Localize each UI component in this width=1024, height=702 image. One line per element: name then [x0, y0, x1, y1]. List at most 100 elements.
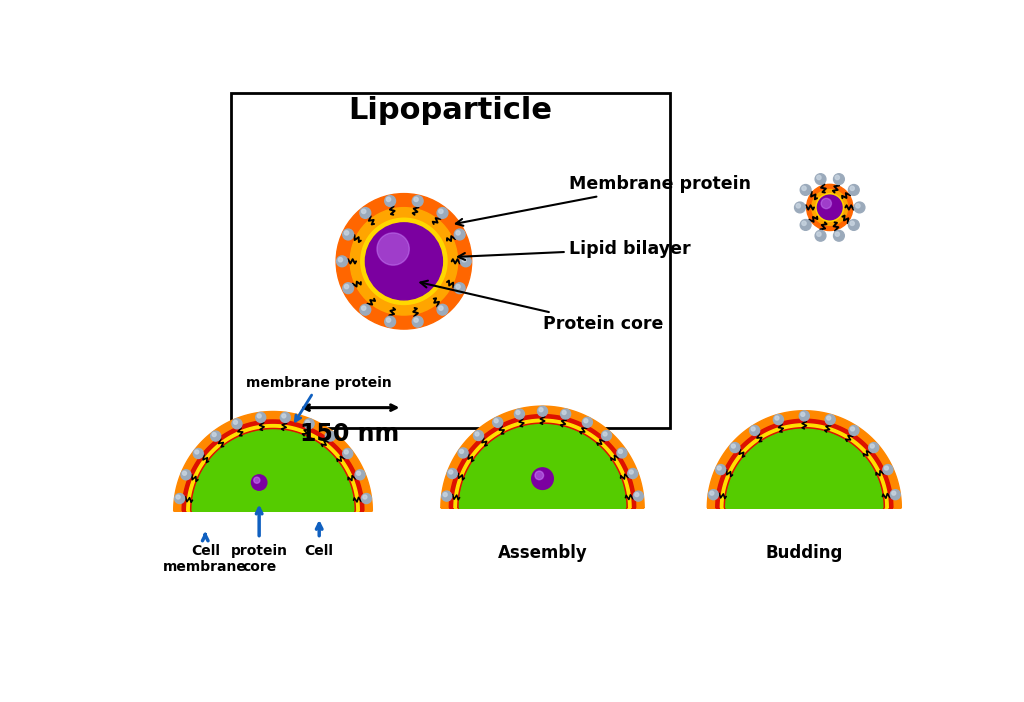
Circle shape [493, 417, 503, 428]
Circle shape [731, 444, 735, 448]
Circle shape [616, 448, 627, 458]
Circle shape [361, 306, 366, 310]
Polygon shape [726, 429, 883, 508]
Polygon shape [174, 411, 373, 511]
Circle shape [359, 305, 371, 315]
Circle shape [717, 466, 721, 470]
Circle shape [354, 212, 454, 310]
Circle shape [194, 449, 204, 458]
Circle shape [538, 406, 548, 416]
Circle shape [716, 465, 726, 475]
Polygon shape [708, 411, 901, 508]
Circle shape [539, 408, 543, 411]
Circle shape [854, 202, 865, 213]
Circle shape [773, 415, 783, 425]
Circle shape [361, 494, 372, 503]
Circle shape [195, 450, 199, 454]
Polygon shape [193, 430, 354, 511]
Polygon shape [716, 419, 893, 508]
Text: Cell
membrane: Cell membrane [163, 544, 247, 574]
Circle shape [603, 432, 607, 436]
Circle shape [458, 448, 468, 458]
Circle shape [802, 186, 806, 190]
Circle shape [816, 194, 844, 221]
Circle shape [825, 415, 836, 425]
Circle shape [883, 465, 893, 475]
Circle shape [797, 204, 801, 208]
Text: Membrane protein: Membrane protein [456, 176, 752, 226]
Text: Lipid bilayer: Lipid bilayer [458, 240, 691, 260]
Circle shape [870, 444, 874, 448]
Circle shape [795, 202, 805, 213]
Circle shape [359, 208, 371, 218]
Polygon shape [189, 427, 357, 511]
Circle shape [709, 490, 719, 500]
Circle shape [326, 431, 336, 441]
Circle shape [385, 317, 395, 327]
Circle shape [775, 416, 779, 420]
Circle shape [562, 411, 566, 414]
Circle shape [343, 283, 353, 293]
Circle shape [461, 256, 471, 267]
Circle shape [531, 468, 553, 489]
Circle shape [456, 231, 460, 235]
Polygon shape [727, 430, 882, 508]
Circle shape [386, 197, 391, 201]
Polygon shape [724, 428, 885, 508]
Circle shape [892, 491, 896, 495]
Circle shape [361, 209, 366, 213]
Circle shape [800, 220, 811, 230]
Circle shape [812, 190, 848, 225]
Circle shape [460, 449, 464, 453]
Circle shape [584, 419, 588, 423]
Circle shape [849, 220, 859, 230]
Polygon shape [452, 417, 634, 508]
Circle shape [630, 470, 633, 474]
Circle shape [386, 318, 391, 322]
Circle shape [449, 470, 453, 474]
Circle shape [257, 414, 261, 418]
Polygon shape [177, 415, 370, 511]
Circle shape [800, 185, 811, 195]
Polygon shape [441, 406, 644, 508]
Circle shape [437, 305, 447, 315]
Circle shape [730, 442, 740, 453]
Circle shape [635, 493, 639, 496]
Circle shape [252, 475, 267, 490]
Circle shape [850, 186, 854, 190]
Circle shape [344, 450, 348, 454]
Polygon shape [460, 425, 626, 508]
Text: Budding: Budding [766, 544, 843, 562]
Circle shape [807, 185, 853, 230]
Polygon shape [193, 430, 354, 511]
Polygon shape [446, 411, 639, 508]
Circle shape [304, 419, 314, 429]
Polygon shape [450, 415, 636, 508]
Circle shape [535, 471, 544, 479]
Circle shape [495, 419, 498, 423]
Circle shape [413, 196, 423, 206]
Circle shape [344, 231, 349, 235]
Circle shape [343, 449, 352, 458]
Text: Assembly: Assembly [498, 544, 588, 562]
Text: Lipoparticle: Lipoparticle [348, 96, 552, 125]
Circle shape [618, 449, 623, 453]
Circle shape [233, 420, 238, 424]
Circle shape [366, 223, 442, 300]
Circle shape [385, 196, 395, 206]
Text: 150 nm: 150 nm [300, 421, 399, 446]
Polygon shape [713, 416, 896, 508]
Circle shape [175, 494, 184, 503]
Polygon shape [193, 431, 353, 511]
Circle shape [834, 230, 845, 241]
Circle shape [560, 409, 570, 419]
Polygon shape [726, 429, 883, 508]
Circle shape [628, 468, 638, 479]
Circle shape [344, 284, 349, 289]
Circle shape [849, 425, 859, 435]
Circle shape [475, 432, 479, 436]
Circle shape [356, 471, 360, 475]
Circle shape [514, 409, 524, 419]
Text: Protein core: Protein core [421, 281, 663, 333]
Circle shape [438, 306, 443, 310]
